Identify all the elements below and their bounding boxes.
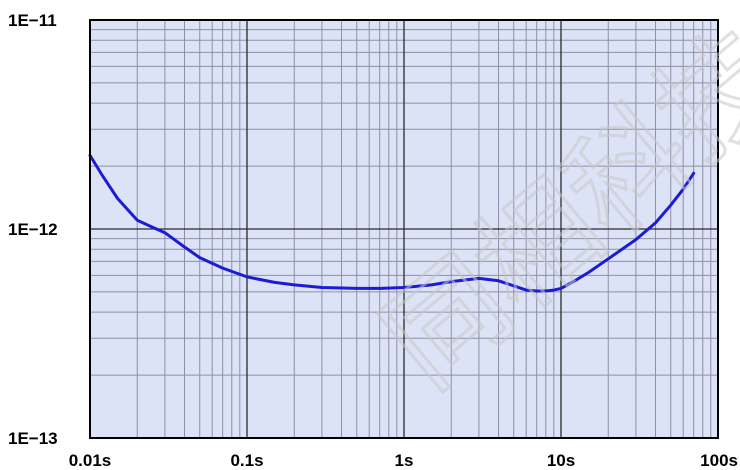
y-tick-label: 1E−12 (8, 220, 58, 239)
x-tick-label: 100s (700, 451, 738, 470)
y-tick-label: 1E−13 (8, 429, 58, 448)
plot-frame (89, 19, 719, 439)
x-axis-ticks: 0.01s 0.1s 1s 10s 100s (69, 451, 738, 470)
x-tick-label: 0.01s (69, 451, 112, 470)
y-tick-label: 1E−11 (8, 11, 57, 30)
y-axis-ticks: 1E−11 1E−12 1E−13 (8, 11, 58, 448)
x-tick-label: 1s (395, 451, 414, 470)
x-tick-label: 10s (547, 451, 575, 470)
data-line (88, 153, 696, 293)
x-tick-label: 0.1s (230, 451, 263, 470)
